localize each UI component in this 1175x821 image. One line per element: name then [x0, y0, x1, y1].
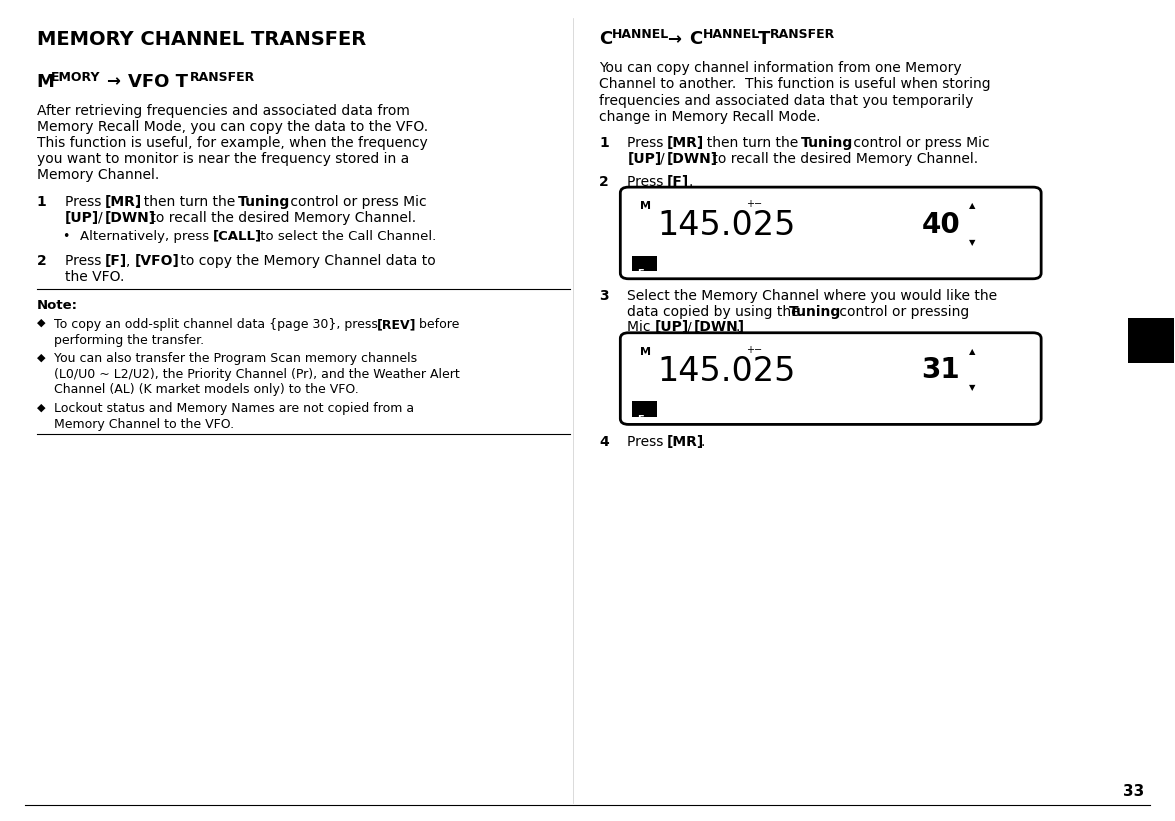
Text: control or pressing: control or pressing [835, 305, 969, 319]
Text: RANSFER: RANSFER [190, 71, 255, 84]
Text: control or press Mic: control or press Mic [287, 195, 427, 209]
Text: 31: 31 [921, 356, 960, 384]
Text: ▼: ▼ [968, 238, 975, 247]
FancyBboxPatch shape [620, 187, 1041, 279]
Text: Note:: Note: [36, 299, 78, 312]
Text: data copied by using the: data copied by using the [627, 305, 805, 319]
Text: ◆: ◆ [36, 318, 45, 328]
Text: .: . [736, 320, 739, 334]
Text: .: . [689, 175, 693, 189]
Text: [MR]: [MR] [667, 435, 705, 449]
Text: /: / [98, 211, 102, 225]
Text: [MR]: [MR] [667, 136, 705, 150]
FancyBboxPatch shape [632, 256, 657, 272]
Text: 4: 4 [599, 435, 609, 449]
Text: /: / [687, 320, 692, 334]
Text: →: → [667, 30, 682, 48]
Text: •: • [62, 230, 69, 243]
Text: M: M [36, 72, 54, 90]
Text: M: M [640, 346, 651, 356]
Text: VFO T: VFO T [128, 72, 188, 90]
Text: before: before [415, 318, 459, 331]
Text: ◆: ◆ [36, 352, 45, 362]
Text: MEMORY CHANNEL TRANSFER: MEMORY CHANNEL TRANSFER [36, 30, 365, 49]
Text: Channel (AL) (K market models only) to the VFO.: Channel (AL) (K market models only) to t… [54, 383, 358, 397]
Text: You can also transfer the Program Scan memory channels: You can also transfer the Program Scan m… [54, 352, 417, 365]
Text: T: T [758, 30, 770, 48]
Text: [UP]: [UP] [65, 211, 99, 225]
Text: You can copy channel information from one Memory
Channel to another.  This funct: You can copy channel information from on… [599, 61, 991, 124]
Text: [VFO]: [VFO] [135, 255, 180, 268]
Text: 7: 7 [1143, 331, 1159, 351]
Text: .: . [700, 435, 704, 449]
Text: Press: Press [65, 255, 106, 268]
Text: 145.025: 145.025 [658, 209, 797, 242]
Text: , then turn the: , then turn the [698, 136, 803, 150]
Text: 3: 3 [599, 290, 609, 304]
Text: Tuning: Tuning [790, 305, 841, 319]
Text: 2: 2 [36, 255, 46, 268]
Text: HANNEL: HANNEL [703, 29, 759, 41]
FancyBboxPatch shape [632, 401, 657, 417]
Text: To copy an odd-split channel data {page 30}, press: To copy an odd-split channel data {page … [54, 318, 382, 331]
Text: [DWN]: [DWN] [667, 152, 718, 166]
Text: to recall the desired Memory Channel.: to recall the desired Memory Channel. [146, 211, 416, 225]
Text: 1: 1 [599, 136, 609, 150]
Text: F: F [637, 415, 644, 424]
Text: Alternatively, press: Alternatively, press [80, 230, 214, 243]
Text: ,: , [126, 255, 134, 268]
Text: the VFO.: the VFO. [65, 270, 125, 284]
FancyBboxPatch shape [1128, 318, 1174, 363]
Text: ▲: ▲ [968, 346, 975, 355]
Text: +−: +− [746, 345, 761, 355]
Text: [UP]: [UP] [627, 152, 662, 166]
Text: 33: 33 [1123, 784, 1144, 799]
Text: M: M [640, 201, 651, 211]
Text: EMORY: EMORY [51, 71, 100, 84]
Text: control or press Mic: control or press Mic [848, 136, 989, 150]
Text: After retrieving frequencies and associated data from
Memory Recall Mode, you ca: After retrieving frequencies and associa… [36, 103, 428, 182]
Text: [CALL]: [CALL] [213, 230, 262, 243]
Text: (L0/U0 ~ L2/U2), the Priority Channel (Pr), and the Weather Alert: (L0/U0 ~ L2/U2), the Priority Channel (P… [54, 368, 459, 381]
Text: [MR]: [MR] [105, 195, 142, 209]
Text: Press: Press [627, 175, 669, 189]
Text: HANNEL: HANNEL [612, 29, 670, 41]
Text: Press: Press [627, 136, 669, 150]
Text: Tuning: Tuning [239, 195, 290, 209]
Text: /: / [660, 152, 665, 166]
Text: to recall the desired Memory Channel.: to recall the desired Memory Channel. [709, 152, 979, 166]
Text: Tuning: Tuning [801, 136, 853, 150]
Text: ▲: ▲ [968, 201, 975, 210]
Text: 1: 1 [36, 195, 46, 209]
Text: Select the Memory Channel where you would like the: Select the Memory Channel where you woul… [627, 290, 998, 304]
Text: [F]: [F] [667, 175, 690, 189]
Text: [DWN]: [DWN] [694, 320, 745, 334]
Text: [REV]: [REV] [376, 318, 416, 331]
Text: Memory Channel to the VFO.: Memory Channel to the VFO. [54, 418, 234, 431]
Text: ▼: ▼ [968, 383, 975, 392]
Text: [DWN]: [DWN] [105, 211, 155, 225]
Text: Lockout status and Memory Names are not copied from a: Lockout status and Memory Names are not … [54, 402, 415, 415]
Text: +−: +− [746, 200, 761, 209]
Text: to copy the Memory Channel data to: to copy the Memory Channel data to [176, 255, 436, 268]
Text: →: → [106, 72, 120, 90]
Text: Press: Press [627, 435, 669, 449]
Text: RANSFER: RANSFER [771, 29, 835, 41]
Text: Mic: Mic [627, 320, 656, 334]
Text: C: C [690, 30, 703, 48]
Text: C: C [599, 30, 612, 48]
Text: performing the transfer.: performing the transfer. [54, 333, 204, 346]
Text: [F]: [F] [105, 255, 127, 268]
Text: F: F [637, 269, 644, 279]
Text: , then turn the: , then turn the [135, 195, 240, 209]
Text: 145.025: 145.025 [658, 355, 797, 388]
Text: 2: 2 [599, 175, 609, 189]
Text: 40: 40 [921, 211, 960, 239]
Text: Press: Press [65, 195, 106, 209]
Text: ◆: ◆ [36, 402, 45, 412]
FancyBboxPatch shape [620, 333, 1041, 424]
Text: to select the Call Channel.: to select the Call Channel. [256, 230, 436, 243]
Text: [UP]: [UP] [654, 320, 689, 334]
